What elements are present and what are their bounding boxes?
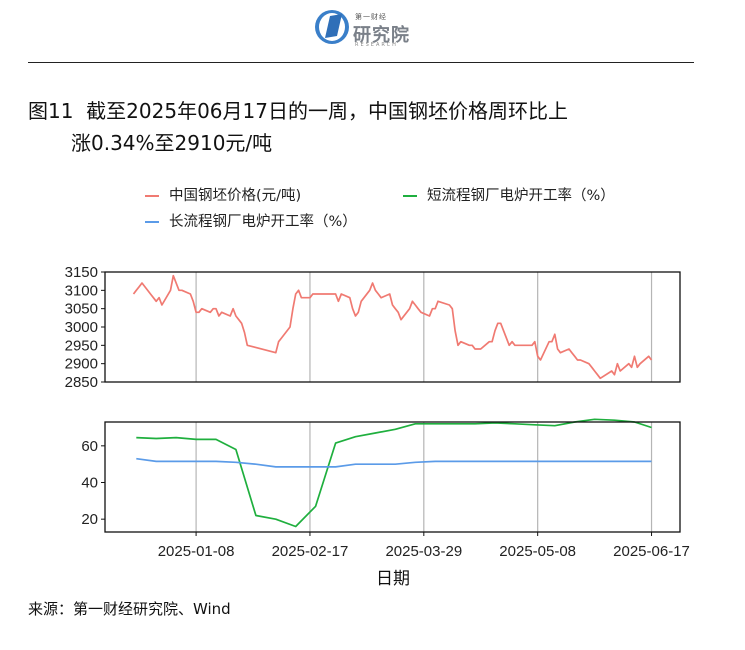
figure-number: 图11 <box>28 99 74 123</box>
legend-label-long-process: 长流程钢厂电炉开工率（%） <box>169 214 357 230</box>
x-axis-label: 日期 <box>376 569 410 588</box>
y-tick-label: 3000 <box>65 319 98 336</box>
y-tick-label: 2950 <box>65 337 98 354</box>
series-line <box>132 274 653 380</box>
grid-layer <box>195 272 653 532</box>
y-tick-label: 3050 <box>65 301 98 318</box>
logo-name: 研究院 <box>353 25 410 46</box>
x-tick-label: 2025-05-08 <box>499 543 576 560</box>
legend-item-short-process: 短流程钢厂电炉开工率（%） <box>403 184 615 205</box>
logo-top-text: 第一财经 <box>355 13 387 21</box>
brand-logo: 第一财经 研究院 RESEARCH <box>313 6 433 50</box>
y-tick-label: 40 <box>81 475 98 492</box>
legend-item-long-process: 长流程钢厂电炉开工率（%） <box>145 210 357 231</box>
y-tick-label: 2850 <box>65 374 98 391</box>
source-note: 来源：第一财经研究院、Wind <box>28 600 231 618</box>
figure-title-line2: 涨0.34%至2910元/吨 <box>71 131 273 155</box>
y-tick-label: 3100 <box>65 282 98 299</box>
legend-swatch-price <box>145 195 159 197</box>
panel-frame <box>104 421 681 533</box>
legend-label-price: 中国钢坯价格(元/吨) <box>169 188 302 204</box>
panel-frame <box>104 271 681 383</box>
x-tick-label: 2025-02-17 <box>272 543 349 560</box>
logo-sub-text: RESEARCH <box>355 42 398 48</box>
series-layer <box>132 274 653 528</box>
series-line <box>136 457 652 468</box>
y-tick-label: 2900 <box>65 356 98 373</box>
y-tick-label: 20 <box>81 511 98 528</box>
legend-swatch-long-process <box>145 221 159 223</box>
x-tick-label: 2025-03-29 <box>385 543 462 560</box>
y-tick-label: 60 <box>81 438 98 455</box>
logo-mark-icon <box>315 10 349 44</box>
y-tick-label: 3150 <box>65 264 98 281</box>
legend-item-price: 中国钢坯价格(元/吨) <box>145 184 301 205</box>
legend-swatch-short-process <box>403 195 417 197</box>
x-tick-label: 2025-06-17 <box>613 543 690 560</box>
header-divider <box>28 62 694 63</box>
legend-label-short-process: 短流程钢厂电炉开工率（%） <box>427 188 615 204</box>
figure-title: 图11 截至2025年06月17日的一周，中国钢坯价格周环比上 涨0.34%至2… <box>28 95 568 159</box>
frame-layer <box>104 271 681 533</box>
figure-title-line1: 截至2025年06月17日的一周，中国钢坯价格周环比上 <box>86 99 568 123</box>
x-tick-label: 2025-01-08 <box>158 543 235 560</box>
series-line <box>136 418 652 528</box>
